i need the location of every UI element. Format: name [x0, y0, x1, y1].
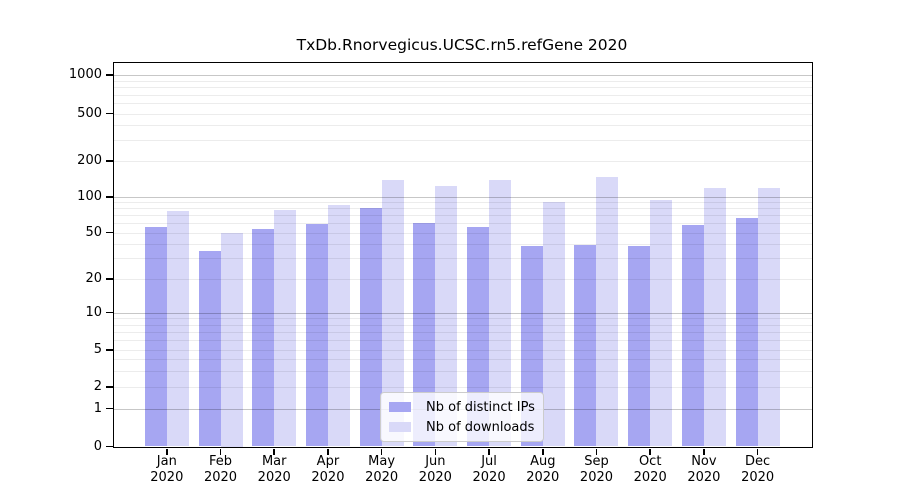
bar-downloads-oct — [650, 200, 673, 447]
y-tick-50 — [106, 231, 113, 234]
bar-distinct-ips-feb — [198, 250, 221, 447]
x-tick-label-aug: Aug 2020 — [526, 454, 560, 485]
minor-gridline — [114, 94, 812, 96]
bar-downloads-jun — [435, 186, 458, 447]
bar-distinct-ips-jun — [413, 223, 436, 447]
bar-downloads-jan — [166, 211, 189, 447]
minor-gridline — [114, 161, 812, 162]
x-tick-label-jul: Jul 2020 — [472, 454, 506, 485]
x-tick-aug — [542, 448, 544, 455]
y-tick-200 — [106, 160, 113, 162]
plot-area: Jan 2020 Feb 2020 Mar 2020 Apr 2020 May 2020 Jun 20… — [69, 62, 813, 485]
y-tick-label-50: 50 — [85, 224, 102, 240]
bar-distinct-ips-oct — [628, 246, 651, 447]
y-tick-label-200: 200 — [77, 153, 102, 168]
y-tick-1 — [106, 407, 113, 410]
x-tick-label-dec: Dec 2020 — [741, 454, 775, 485]
y-tick-label-5: 5 — [93, 342, 102, 357]
y-tick-0 — [106, 445, 113, 448]
legend-row-distinct-ips: Nb of distinct IPs — [389, 398, 535, 416]
x-tick-label-jun: Jun 2020 — [418, 454, 452, 485]
x-tick-may — [380, 448, 383, 455]
x-tick-label-apr: Apr 2020 — [311, 454, 345, 485]
minor-gridline — [114, 87, 812, 89]
x-tick-label-may: May 2020 — [365, 454, 399, 485]
x-tick-label-nov: Nov 2020 — [687, 454, 721, 485]
y-tick-5 — [106, 349, 113, 351]
y-tick-10 — [106, 311, 113, 314]
bar-downloads-dec — [757, 188, 780, 447]
x-tick-label-mar: Mar 2020 — [257, 454, 291, 485]
y-tick-label-2: 2 — [93, 379, 102, 394]
x-tick-apr — [327, 448, 329, 455]
x-tick-label-feb: Feb 2020 — [203, 454, 238, 485]
bar-downloads-apr — [327, 204, 350, 447]
y-tick-label-500: 500 — [77, 105, 102, 121]
bar-distinct-ips-may — [359, 208, 382, 447]
bar-downloads-aug — [542, 202, 565, 447]
x-tick-label-jan: Jan 2020 — [150, 454, 184, 485]
bar-downloads-mar — [274, 209, 297, 447]
x-tick-label-oct: Oct 2020 — [633, 454, 667, 485]
x-tick-jun — [434, 448, 437, 455]
bar-downloads-may — [381, 179, 404, 447]
minor-gridline — [114, 139, 812, 141]
x-tick-sep — [595, 448, 598, 455]
x-tick-label-sep: Sep 2020 — [579, 454, 614, 485]
bar-distinct-ips-jan — [144, 226, 167, 447]
bar-distinct-ips-jul — [467, 226, 490, 447]
y-tick-label-20: 20 — [85, 271, 102, 286]
bar-distinct-ips-nov — [681, 224, 704, 447]
y-tick-20 — [106, 278, 113, 280]
x-tick-jan — [166, 448, 168, 455]
legend: Nb of distinct IPs Nb of downloads — [380, 392, 544, 442]
y-tick-label-0: 0 — [93, 438, 102, 454]
minor-gridline — [114, 113, 812, 115]
y-tick-2 — [106, 386, 113, 388]
y-tick-label-10: 10 — [85, 304, 102, 320]
bar-distinct-ips-sep — [574, 245, 597, 447]
x-tick-feb — [219, 448, 222, 455]
bar-distinct-ips-apr — [305, 224, 328, 447]
minor-gridline — [114, 80, 812, 82]
major-gridline — [114, 75, 812, 76]
legend-label: Nb of downloads — [426, 419, 535, 435]
minor-gridline — [114, 125, 812, 127]
x-tick-jul — [488, 448, 490, 455]
legend-swatch-icon — [389, 422, 411, 432]
y-tick-1000 — [106, 74, 113, 76]
x-tick-dec — [756, 448, 759, 455]
y-tick-100 — [106, 196, 113, 198]
y-tick-label-100: 100 — [77, 189, 102, 204]
bar-downloads-feb — [220, 232, 243, 447]
legend-swatch-icon — [389, 402, 411, 412]
bar-downloads-sep — [596, 176, 619, 447]
chart-title: TxDb.Rnorvegicus.UCSC.rn5.refGene 2020 — [296, 36, 628, 54]
y-tick-500 — [106, 112, 113, 115]
bar-distinct-ips-dec — [735, 218, 758, 447]
minor-gridline — [114, 103, 812, 105]
y-tick-label-1000: 1000 — [68, 67, 102, 82]
x-tick-nov — [703, 448, 705, 455]
bar-downloads-nov — [703, 187, 726, 447]
legend-label: Nb of distinct IPs — [426, 399, 535, 415]
x-tick-oct — [649, 448, 651, 455]
legend-row-downloads: Nb of downloads — [389, 418, 535, 436]
bar-distinct-ips-mar — [252, 228, 275, 447]
y-tick-label-1: 1 — [93, 400, 102, 416]
x-tick-mar — [273, 448, 275, 455]
bar-downloads-jul — [489, 180, 512, 447]
